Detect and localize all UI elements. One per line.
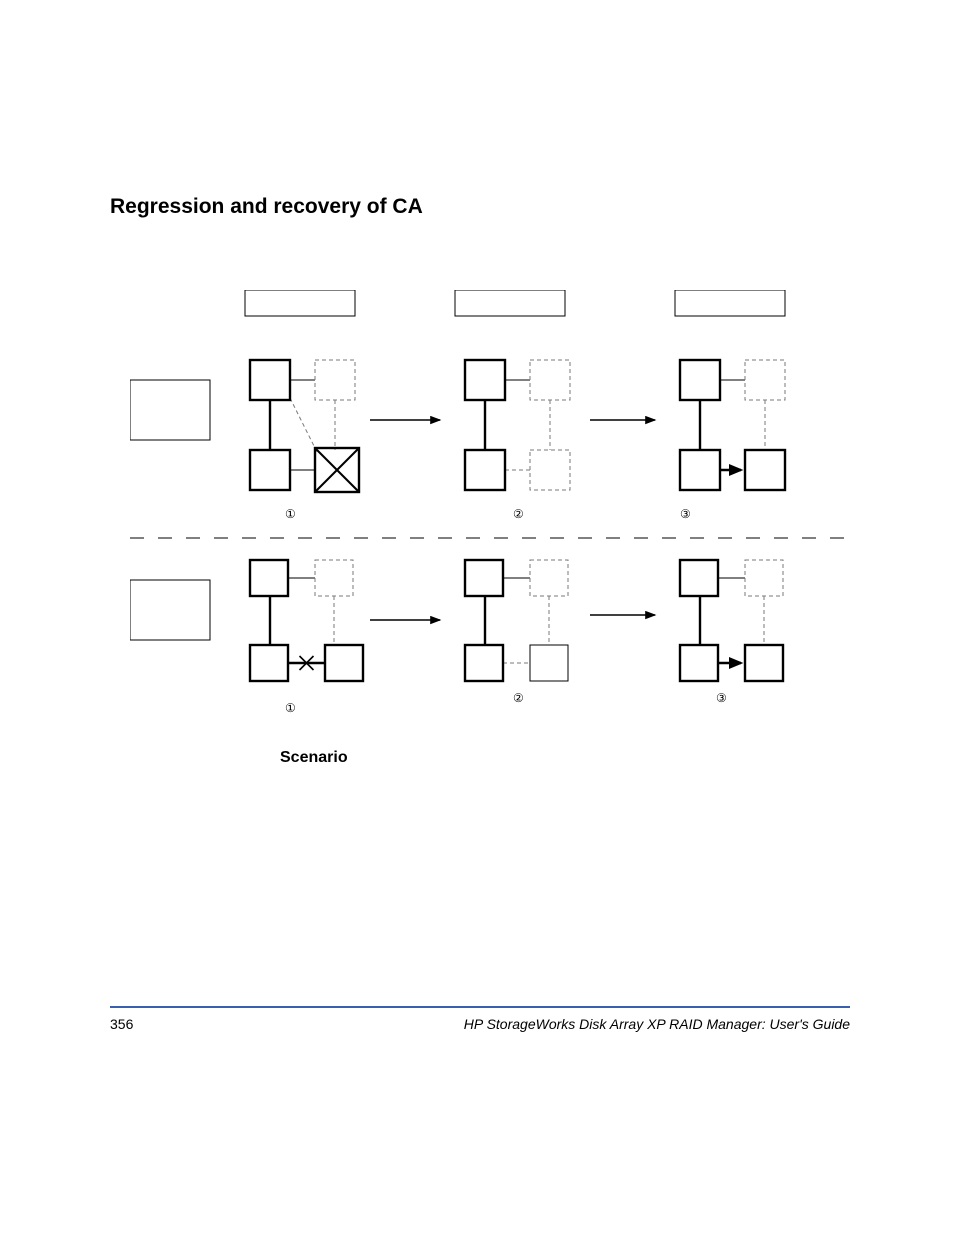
- diagram-svg: ① ② ③ ① ② ③: [130, 290, 850, 770]
- page-number: 356: [110, 1016, 133, 1032]
- svg-text:③: ③: [680, 507, 691, 521]
- svg-text:②: ②: [513, 507, 524, 521]
- svg-text:③: ③: [716, 691, 727, 705]
- footer-rule: [110, 1006, 850, 1008]
- diagram-container: ① ② ③ ① ② ③: [130, 290, 850, 770]
- guide-title: HP StorageWorks Disk Array XP RAID Manag…: [464, 1016, 850, 1032]
- figure-caption: Scenario: [280, 749, 348, 767]
- svg-text:②: ②: [513, 691, 524, 705]
- svg-text:①: ①: [285, 701, 296, 715]
- section-heading: Regression and recovery of CA: [110, 195, 850, 219]
- page-footer: 356 HP StorageWorks Disk Array XP RAID M…: [110, 1016, 850, 1032]
- svg-text:①: ①: [285, 507, 296, 521]
